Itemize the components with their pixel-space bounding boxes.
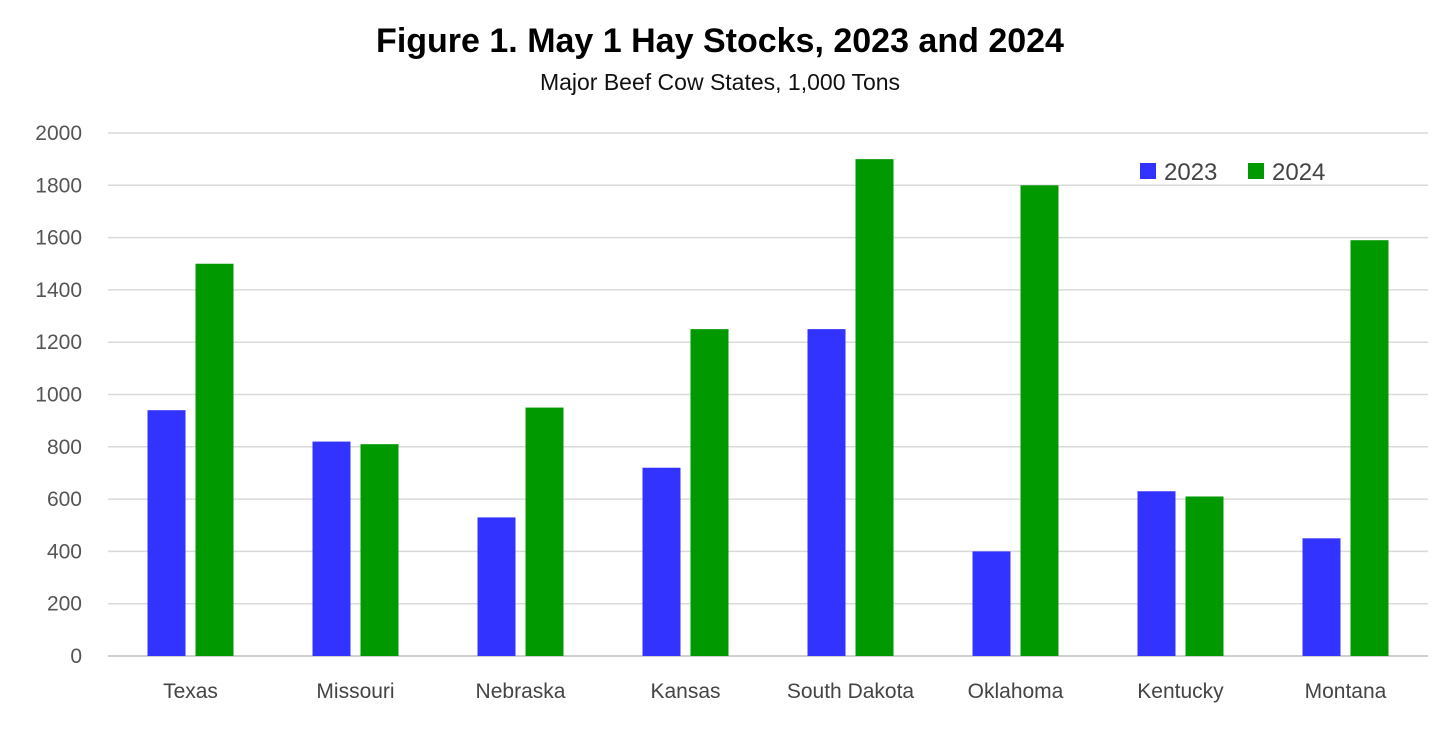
y-tick-label: 1600 xyxy=(35,227,82,250)
y-tick-label: 1000 xyxy=(35,384,82,407)
bar-2023-kentucky xyxy=(1137,491,1176,656)
bar-2023-montana xyxy=(1302,538,1341,656)
chart-subtitle: Major Beef Cow States, 1,000 Tons xyxy=(540,69,900,95)
y-tick-label: 2000 xyxy=(35,122,82,145)
bar-2023-texas xyxy=(147,410,186,656)
gridlines xyxy=(108,132,1428,657)
bar-2023-missouri xyxy=(312,441,351,656)
bar-2024-nebraska xyxy=(525,407,564,656)
bar-2024-montana xyxy=(1350,240,1389,656)
x-category-label: Montana xyxy=(1305,680,1387,703)
x-category-label: Oklahoma xyxy=(968,680,1064,703)
y-axis-ticks: 0 200 400 600 800 1000 1200 1400 1600 1800 2000 xyxy=(35,122,82,668)
x-category-label: Texas xyxy=(163,680,218,703)
bar-2024-missouri xyxy=(360,444,399,656)
y-tick-label: 800 xyxy=(47,436,82,459)
x-axis-labels: Texas Missouri Nebraska Kansas South Dakota O… xyxy=(163,680,1387,703)
legend-label-2024: 2024 xyxy=(1272,159,1325,186)
bar-2024-kentucky xyxy=(1185,496,1224,656)
bar-2023-kansas xyxy=(642,467,681,656)
y-tick-label: 200 xyxy=(47,593,82,616)
y-tick-label: 1800 xyxy=(35,174,82,197)
y-tick-label: 0 xyxy=(70,645,82,668)
y-tick-label: 1200 xyxy=(35,331,82,354)
bar-2024-texas xyxy=(195,263,234,656)
bar-2023-south-dakota xyxy=(807,329,846,656)
x-category-label: Kansas xyxy=(650,680,720,703)
bar-2023-nebraska xyxy=(477,517,516,656)
x-category-label: Kentucky xyxy=(1137,680,1224,703)
y-tick-label: 600 xyxy=(47,488,82,511)
y-tick-label: 400 xyxy=(47,540,82,563)
y-tick-label: 1400 xyxy=(35,279,82,302)
bar-2024-kansas xyxy=(690,329,729,656)
chart-title: Figure 1. May 1 Hay Stocks, 2023 and 202… xyxy=(376,22,1064,60)
bars xyxy=(147,159,1389,657)
legend-swatch-2024 xyxy=(1248,163,1264,179)
legend: 2023 2024 xyxy=(1140,159,1325,186)
legend-label-2023: 2023 xyxy=(1164,159,1217,186)
x-category-label: Nebraska xyxy=(476,680,566,703)
x-category-label: Missouri xyxy=(316,680,394,703)
bar-2024-south-dakota xyxy=(855,159,894,656)
legend-swatch-2023 xyxy=(1140,163,1156,179)
bar-2024-oklahoma xyxy=(1020,185,1059,657)
x-category-label: South Dakota xyxy=(787,680,915,703)
bar-2023-oklahoma xyxy=(972,551,1011,656)
